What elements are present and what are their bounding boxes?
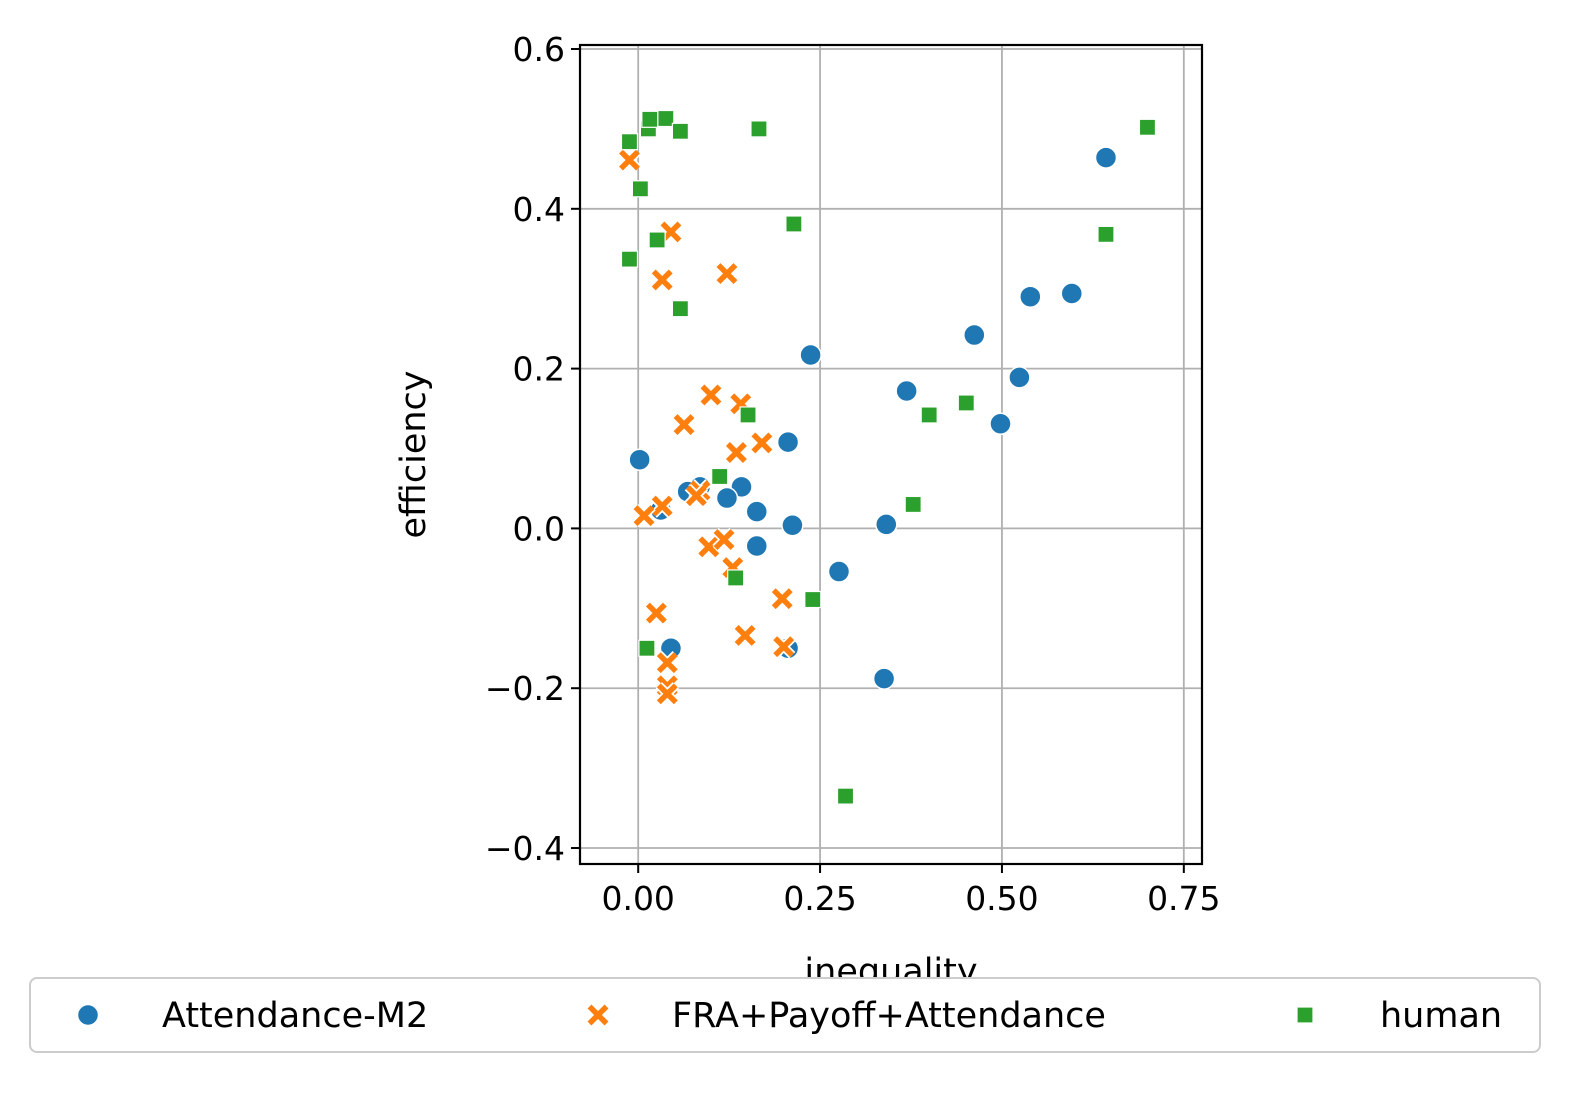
- data-point-series-2: [632, 503, 656, 528]
- legend-box: [29, 977, 1541, 1053]
- data-point-series-1: [776, 430, 800, 454]
- data-point-series-2: [617, 148, 642, 172]
- data-point-series-3: [657, 109, 675, 128]
- data-point-series-3: [648, 231, 666, 249]
- data-point-series-2: [697, 535, 721, 559]
- data-point-series-3: [620, 133, 639, 151]
- data-point-series-3: [1138, 118, 1157, 136]
- data-point-series-1: [1008, 366, 1031, 389]
- legend-label-3: human: [1380, 996, 1502, 1036]
- data-point-series-2: [750, 431, 774, 455]
- plot-marks: [617, 109, 1157, 805]
- data-point-series-1: [895, 379, 918, 403]
- plot-frame: [578, 43, 1204, 866]
- data-point-series-3: [631, 180, 649, 198]
- data-point-series-3: [671, 122, 689, 140]
- y-tick-label: 0.2: [513, 350, 565, 389]
- legend-label-1: Attendance-M2: [162, 996, 428, 1036]
- y-tick-label: 0.6: [513, 30, 565, 69]
- y-tick-label: −0.2: [485, 669, 565, 708]
- data-point-series-1: [1019, 285, 1042, 308]
- data-point-series-2: [715, 261, 739, 286]
- data-point-series-2: [655, 682, 679, 706]
- data-point-series-3: [785, 215, 803, 233]
- data-point-series-1: [827, 560, 851, 583]
- data-point-series-1: [989, 412, 1012, 435]
- data-point-series-2: [724, 440, 749, 465]
- data-point-series-1: [628, 448, 651, 471]
- legend-marker-2: [586, 1003, 610, 1027]
- data-point-series-3: [711, 467, 729, 486]
- legend-marker-1: [76, 1003, 100, 1027]
- axis-ticks: 0.00 0.25 0.50 0.75 −0.4 −0.2 0.0 0.2 0.4 0.6: [485, 30, 1221, 918]
- data-point-series-3: [641, 110, 659, 128]
- data-point-series-1: [875, 513, 898, 536]
- y-axis-label: efficiency: [394, 370, 434, 538]
- data-point-series-2: [655, 650, 679, 675]
- data-point-series-2: [733, 623, 757, 648]
- data-point-series-2: [650, 268, 674, 292]
- data-point-series-1: [1094, 146, 1118, 169]
- data-point-series-3: [836, 787, 855, 805]
- data-point-series-2: [712, 527, 736, 552]
- data-point-series-3: [671, 300, 689, 318]
- grid-lines: [580, 45, 1202, 864]
- data-point-series-1: [963, 323, 986, 347]
- data-point-series-2: [684, 483, 709, 508]
- data-point-series-3: [620, 250, 639, 268]
- y-tick-label: −0.4: [485, 829, 565, 868]
- data-point-series-1: [799, 343, 822, 367]
- data-point-series-3: [957, 394, 975, 412]
- data-point-series-2: [672, 412, 696, 437]
- data-point-series-2: [699, 383, 723, 407]
- data-point-series-1: [745, 500, 769, 523]
- data-point-series-1: [872, 667, 896, 690]
- data-point-series-3: [920, 406, 938, 424]
- data-point-series-3: [739, 406, 757, 424]
- y-tick-label: 0.0: [513, 509, 565, 548]
- data-point-series-3: [638, 639, 656, 657]
- data-point-series-1: [745, 534, 769, 558]
- data-point-series-1: [1060, 282, 1084, 305]
- y-tick-label: 0.4: [513, 190, 565, 229]
- legend: Attendance-M2 FRA+Payoff+Attendance human: [29, 977, 1541, 1053]
- data-point-series-1: [715, 486, 739, 510]
- x-tick-label: 0.50: [965, 879, 1038, 918]
- x-tick-label: 0.00: [601, 879, 674, 918]
- data-point-series-3: [727, 569, 745, 587]
- data-point-series-2: [650, 494, 674, 518]
- data-point-series-3: [1097, 225, 1115, 243]
- data-point-series-2: [729, 392, 753, 416]
- data-point-series-3: [750, 120, 768, 138]
- legend-label-2: FRA+Payoff+Attendance: [672, 996, 1106, 1036]
- legend-marker-3: [1296, 1006, 1314, 1024]
- data-point-series-3: [904, 495, 922, 514]
- x-tick-label: 0.25: [783, 879, 856, 918]
- data-point-series-3: [804, 590, 822, 609]
- data-point-series-2: [772, 634, 796, 659]
- x-tick-label: 0.75: [1147, 879, 1220, 918]
- data-point-series-2: [644, 601, 669, 625]
- data-point-series-2: [770, 587, 794, 611]
- data-point-series-1: [781, 513, 804, 537]
